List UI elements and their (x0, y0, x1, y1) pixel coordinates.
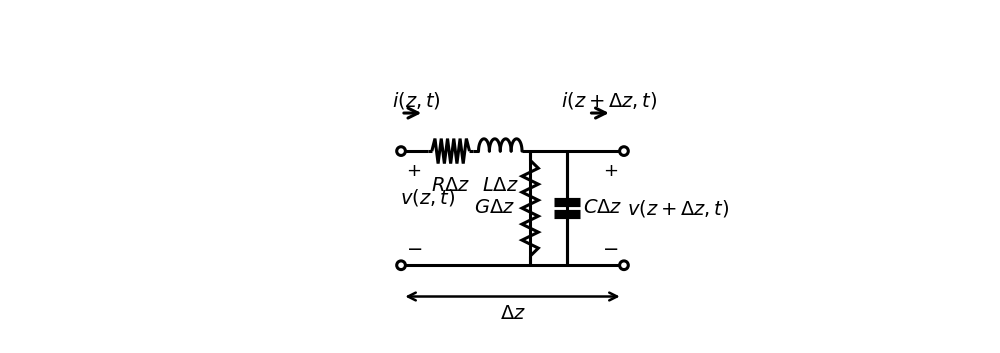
Text: $+$: $+$ (406, 162, 421, 180)
Text: $i(z + \Delta z, t)$: $i(z + \Delta z, t)$ (561, 90, 658, 111)
Circle shape (397, 261, 405, 270)
Circle shape (620, 147, 628, 155)
Text: $-$: $-$ (602, 238, 619, 257)
Text: $v(z + \Delta z, t)$: $v(z + \Delta z, t)$ (627, 198, 729, 219)
Text: $i(z, t)$: $i(z, t)$ (392, 90, 440, 111)
Text: $\Delta z$: $\Delta z$ (500, 305, 525, 323)
Text: $R\Delta z$: $R\Delta z$ (431, 177, 470, 195)
Circle shape (397, 147, 405, 155)
Text: $-$: $-$ (406, 238, 422, 257)
Text: $L\Delta z$: $L\Delta z$ (482, 177, 519, 195)
Text: $G\Delta z$: $G\Delta z$ (474, 199, 515, 217)
Text: $v(z, t)$: $v(z, t)$ (400, 187, 455, 208)
Circle shape (620, 261, 628, 270)
Text: $C\Delta z$: $C\Delta z$ (583, 199, 623, 217)
Text: $+$: $+$ (603, 162, 619, 180)
